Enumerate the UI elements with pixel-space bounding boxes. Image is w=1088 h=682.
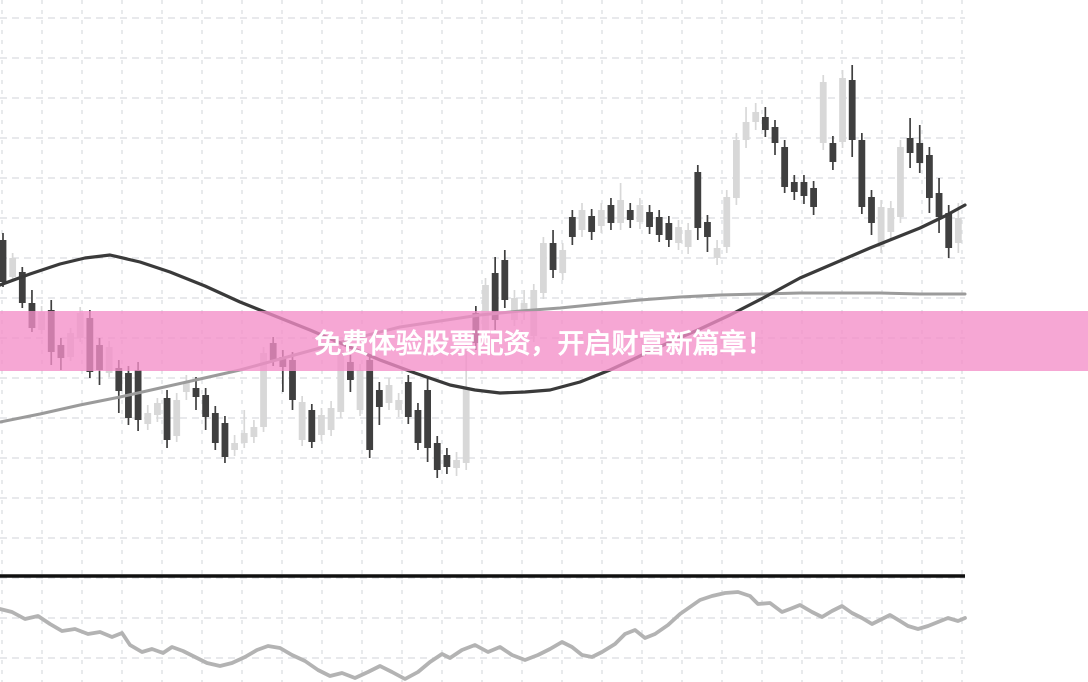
promo-banner-text: 免费体验股票配资，开启财富新篇章！	[314, 328, 774, 359]
promo-banner[interactable]: 免费体验股票配资，开启财富新篇章！	[0, 311, 1088, 371]
